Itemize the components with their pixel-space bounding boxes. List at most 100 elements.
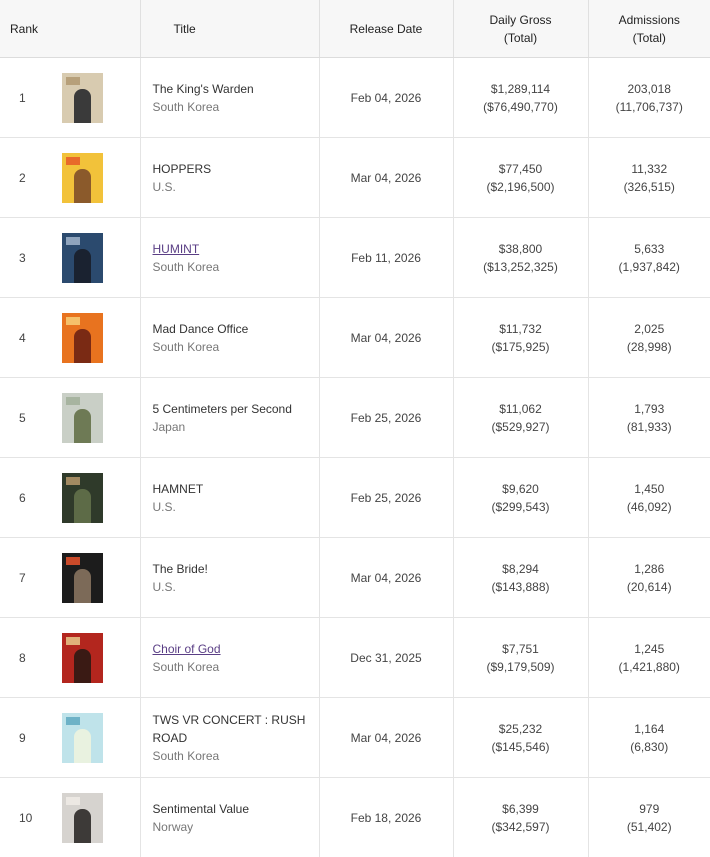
daily-gross-cell: $7,751 ($9,179,509) [453, 618, 588, 698]
release-date-cell: Feb 18, 2026 [319, 778, 453, 857]
table-row: 8 Choir of God South Korea Dec 31, 2025 … [0, 618, 710, 698]
admissions-cell: 2,025 (28,998) [588, 298, 710, 378]
daily-admissions: 1,286 [589, 560, 710, 578]
movie-country: Japan [153, 418, 319, 436]
poster-figure [74, 409, 91, 443]
total-gross: ($2,196,500) [454, 178, 588, 196]
release-date-cell: Mar 04, 2026 [319, 298, 453, 378]
rank-number: 3 [19, 251, 26, 265]
rank-number: 7 [19, 571, 26, 585]
rank-number: 1 [19, 91, 26, 105]
poster-cell [47, 138, 140, 218]
title-header: Title [140, 0, 319, 58]
poster-cell [47, 58, 140, 138]
poster-cell [47, 458, 140, 538]
daily-gross-cell: $1,289,114 ($76,490,770) [453, 58, 588, 138]
movie-poster[interactable] [62, 233, 103, 283]
poster-accent [66, 157, 80, 165]
admissions-header-sub: (Total) [633, 31, 666, 45]
admissions-cell: 11,332 (326,515) [588, 138, 710, 218]
title-cell: HAMNET U.S. [140, 458, 319, 538]
poster-accent [66, 557, 80, 565]
daily-gross: $8,294 [454, 560, 588, 578]
table-row: 5 5 Centimeters per Second Japan Feb 25,… [0, 378, 710, 458]
daily-gross-cell: $25,232 ($145,546) [453, 698, 588, 778]
total-admissions: (20,614) [589, 578, 710, 596]
daily-admissions: 1,793 [589, 400, 710, 418]
table-row: 9 TWS VR CONCERT : RUSH ROAD South Korea… [0, 698, 710, 778]
movie-poster[interactable] [62, 553, 103, 603]
rank-header: Rank [0, 0, 47, 58]
admissions-header: Admissions (Total) [588, 0, 710, 58]
daily-gross: $11,732 [454, 320, 588, 338]
movie-title: The Bride! [153, 560, 319, 578]
daily-gross-header-label: Daily Gross [489, 13, 551, 27]
movie-country: South Korea [153, 658, 319, 676]
table-row: 3 HUMINT South Korea Feb 11, 2026 $38,80… [0, 218, 710, 298]
daily-gross-header-sub: (Total) [504, 31, 537, 45]
movie-poster[interactable] [62, 73, 103, 123]
movie-poster[interactable] [62, 633, 103, 683]
rank-cell: 3 [0, 218, 47, 298]
movie-country: South Korea [153, 98, 319, 116]
rank-cell: 1 [0, 58, 47, 138]
poster-cell [47, 618, 140, 698]
movie-poster[interactable] [62, 153, 103, 203]
movie-title: 5 Centimeters per Second [153, 400, 319, 418]
poster-figure [74, 649, 91, 683]
daily-admissions: 1,450 [589, 480, 710, 498]
daily-gross: $11,062 [454, 400, 588, 418]
admissions-cell: 979 (51,402) [588, 778, 710, 857]
movie-poster[interactable] [62, 393, 103, 443]
total-gross: ($529,927) [454, 418, 588, 436]
release-date-cell: Mar 04, 2026 [319, 538, 453, 618]
total-admissions: (11,706,737) [589, 98, 710, 116]
release-date-cell: Mar 04, 2026 [319, 138, 453, 218]
daily-gross: $6,399 [454, 800, 588, 818]
movie-country: U.S. [153, 178, 319, 196]
rank-cell: 5 [0, 378, 47, 458]
daily-gross: $77,450 [454, 160, 588, 178]
movie-poster[interactable] [62, 793, 103, 843]
poster-figure [74, 809, 91, 843]
daily-gross: $9,620 [454, 480, 588, 498]
movie-title: TWS VR CONCERT : RUSH ROAD [153, 711, 319, 747]
admissions-cell: 1,793 (81,933) [588, 378, 710, 458]
admissions-cell: 1,164 (6,830) [588, 698, 710, 778]
table-row: 4 Mad Dance Office South Korea Mar 04, 2… [0, 298, 710, 378]
daily-gross-header: Daily Gross (Total) [453, 0, 588, 58]
movie-title: HAMNET [153, 480, 319, 498]
daily-gross-cell: $11,732 ($175,925) [453, 298, 588, 378]
admissions-cell: 1,450 (46,092) [588, 458, 710, 538]
daily-gross-cell: $9,620 ($299,543) [453, 458, 588, 538]
title-cell: Sentimental Value Norway [140, 778, 319, 857]
movie-poster[interactable] [62, 713, 103, 763]
movie-poster[interactable] [62, 313, 103, 363]
movie-poster[interactable] [62, 473, 103, 523]
release-date: Mar 04, 2026 [351, 171, 422, 185]
admissions-cell: 1,286 (20,614) [588, 538, 710, 618]
movie-country: South Korea [153, 338, 319, 356]
release-date: Feb 25, 2026 [351, 411, 422, 425]
poster-cell [47, 298, 140, 378]
rank-number: 4 [19, 331, 26, 345]
admissions-cell: 203,018 (11,706,737) [588, 58, 710, 138]
rank-cell: 7 [0, 538, 47, 618]
daily-gross-cell: $8,294 ($143,888) [453, 538, 588, 618]
movie-title: HOPPERS [153, 160, 319, 178]
poster-cell [47, 378, 140, 458]
movie-title[interactable]: Choir of God [153, 640, 319, 658]
poster-figure [74, 329, 91, 363]
movie-country: U.S. [153, 578, 319, 596]
release-date-header: Release Date [319, 0, 453, 58]
movie-title[interactable]: HUMINT [153, 240, 319, 258]
poster-accent [66, 77, 80, 85]
rank-number: 6 [19, 491, 26, 505]
movie-country: South Korea [153, 258, 319, 276]
table-row: 6 HAMNET U.S. Feb 25, 2026 $9,620 ($299,… [0, 458, 710, 538]
rank-cell: 2 [0, 138, 47, 218]
poster-cell [47, 538, 140, 618]
rank-cell: 4 [0, 298, 47, 378]
daily-gross-cell: $38,800 ($13,252,325) [453, 218, 588, 298]
